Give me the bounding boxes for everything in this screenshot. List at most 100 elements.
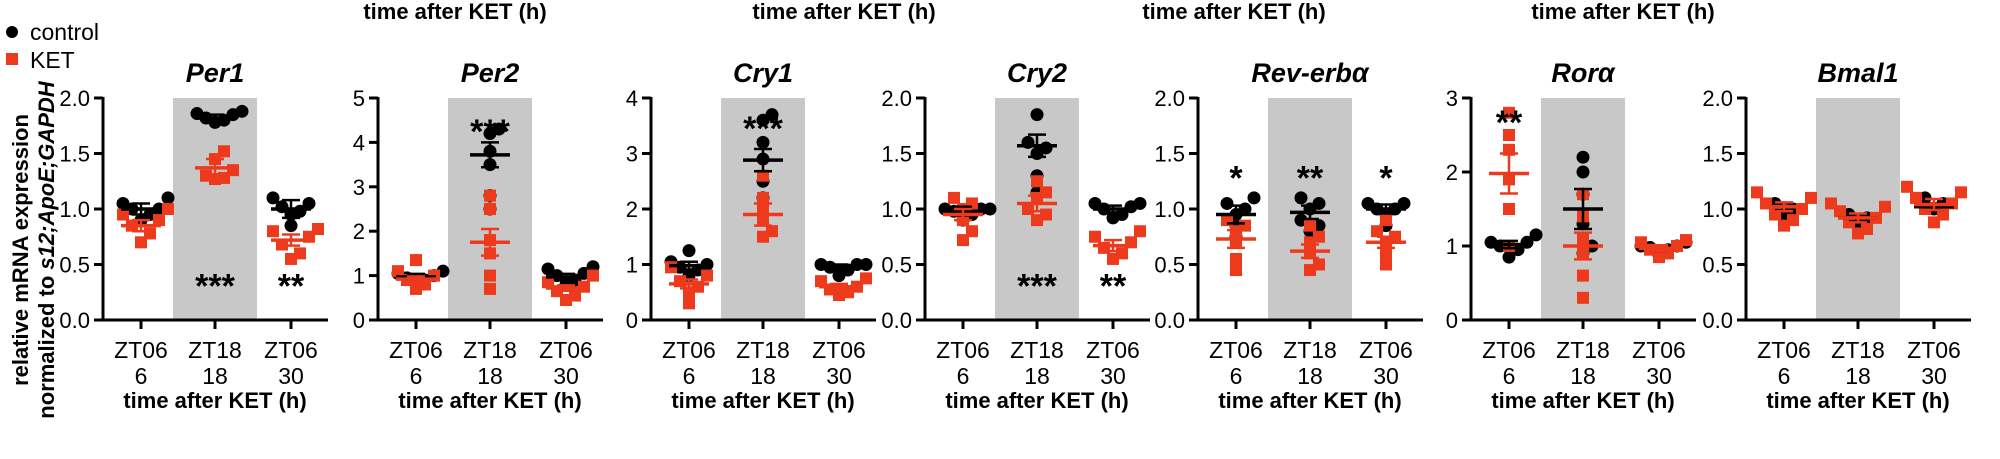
control-point	[1133, 196, 1147, 210]
x-tick-label: ZT06	[1907, 337, 1961, 363]
significance-marker: *	[1379, 160, 1393, 198]
panel-title: Per2	[461, 58, 520, 88]
legend-control-label: control	[30, 19, 99, 45]
ket-point	[701, 269, 713, 282]
x-tick-hours: 18	[1845, 363, 1871, 389]
y-tick-label: 1	[1446, 234, 1458, 259]
x-tick-label: ZT18	[188, 337, 242, 363]
panel-title: Per1	[186, 58, 245, 88]
y-tick-label: 2.0	[881, 86, 912, 111]
ket-point	[1937, 208, 1949, 221]
ket-point	[1371, 225, 1383, 238]
x-axis-label: time after KET (h)	[945, 388, 1128, 413]
x-tick-label: ZT06	[114, 337, 168, 363]
panel-title: Cry2	[1007, 58, 1067, 88]
x-tick-label: ZT06	[1086, 337, 1140, 363]
x-tick-label: ZT06	[1482, 337, 1536, 363]
panel-title: Rev-erbα	[1251, 58, 1370, 88]
panel-title: Bmal1	[1817, 58, 1898, 88]
ket-point	[1680, 234, 1692, 247]
x-tick-hours: 30	[1100, 363, 1126, 389]
significance-marker: **	[1496, 104, 1523, 142]
x-tick-hours: 6	[1503, 363, 1516, 389]
y-tick-label: 1.5	[1702, 142, 1733, 167]
ket-point	[1313, 230, 1325, 243]
y-tick-label: 2.0	[1702, 86, 1733, 111]
legend-control-marker	[6, 26, 18, 38]
y-tick-label: 0.0	[881, 308, 912, 333]
y-tick-label: 1.0	[1154, 197, 1185, 222]
y-tick-label: 1.5	[881, 142, 912, 167]
control-point	[284, 219, 298, 233]
control-point	[161, 191, 175, 205]
significance-marker: ***	[195, 267, 235, 305]
ket-point	[1380, 258, 1392, 271]
ket-point	[312, 222, 324, 235]
significance-marker: **	[278, 267, 305, 305]
significance-marker: ***	[743, 110, 783, 148]
control-point	[1576, 150, 1590, 164]
ket-point	[1230, 264, 1242, 277]
y-axis-label-prefix: normalized to	[34, 270, 59, 419]
ket-point	[542, 276, 554, 289]
x-tick-hours: 6	[410, 363, 423, 389]
y-tick-label: 0.0	[59, 308, 90, 333]
y-tick-label: 2	[626, 197, 638, 222]
y-tick-label: 1.0	[1702, 197, 1733, 222]
x-tick-hours: 18	[202, 363, 228, 389]
ket-point	[1751, 186, 1763, 199]
x-tick-label: ZT18	[1010, 337, 1064, 363]
ket-point	[1380, 214, 1392, 227]
x-tick-hours: 30	[1373, 363, 1399, 389]
y-tick-label: 2.0	[59, 86, 90, 111]
ket-point	[267, 225, 279, 238]
significance-marker: *	[1229, 160, 1243, 198]
x-tick-label: ZT06	[936, 337, 990, 363]
y-tick-label: 3	[626, 142, 638, 167]
y-axis-label: relative mRNA expression normalized to s…	[8, 80, 59, 418]
panels: Per10.00.51.01.52.0ZT066ZT1818ZT0630time…	[59, 58, 1971, 413]
y-tick-label: 0	[353, 308, 365, 333]
x-tick-hours: 30	[1646, 363, 1672, 389]
significance-marker: ***	[470, 113, 510, 151]
ket-point	[1825, 197, 1837, 210]
x-tick-label: ZT18	[736, 337, 790, 363]
y-tick-label: 2.0	[1154, 86, 1185, 111]
ket-point	[1089, 230, 1101, 243]
x-tick-hours: 18	[1297, 363, 1323, 389]
y-tick-label: 0.0	[1702, 308, 1733, 333]
x-tick-hours: 30	[826, 363, 852, 389]
x-tick-hours: 30	[1921, 363, 1947, 389]
ket-point	[948, 191, 960, 204]
control-point	[765, 108, 779, 122]
x-axis-label: time after KET (h)	[671, 388, 854, 413]
control-point	[1576, 165, 1590, 179]
ket-point	[587, 269, 599, 282]
control-point	[1397, 196, 1411, 210]
x-tick-label: ZT06	[812, 337, 866, 363]
x-tick-hours: 18	[750, 363, 776, 389]
x-tick-label: ZT06	[662, 337, 716, 363]
x-tick-label: ZT06	[1632, 337, 1686, 363]
x-tick-hours: 6	[683, 363, 696, 389]
top-caption: time after KET (h)	[363, 0, 546, 24]
ket-point	[392, 265, 404, 278]
x-tick-hours: 6	[1230, 363, 1243, 389]
x-tick-hours: 6	[135, 363, 148, 389]
ket-point	[117, 208, 129, 221]
ket-point	[1910, 191, 1922, 204]
y-tick-label: 4	[353, 130, 365, 155]
x-axis-label: time after KET (h)	[1491, 388, 1674, 413]
y-tick-label: 1	[626, 253, 638, 278]
night-shading	[173, 98, 257, 320]
y-tick-label: 1.0	[59, 197, 90, 222]
ket-point	[153, 214, 165, 227]
ket-point	[1901, 180, 1913, 193]
control-point	[1030, 108, 1044, 122]
legend-ket-label: KET	[30, 47, 75, 73]
control-point	[1529, 228, 1543, 242]
top-caption: time after KET (h)	[1142, 0, 1325, 24]
x-tick-label: ZT18	[1283, 337, 1337, 363]
control-point	[1294, 191, 1308, 205]
